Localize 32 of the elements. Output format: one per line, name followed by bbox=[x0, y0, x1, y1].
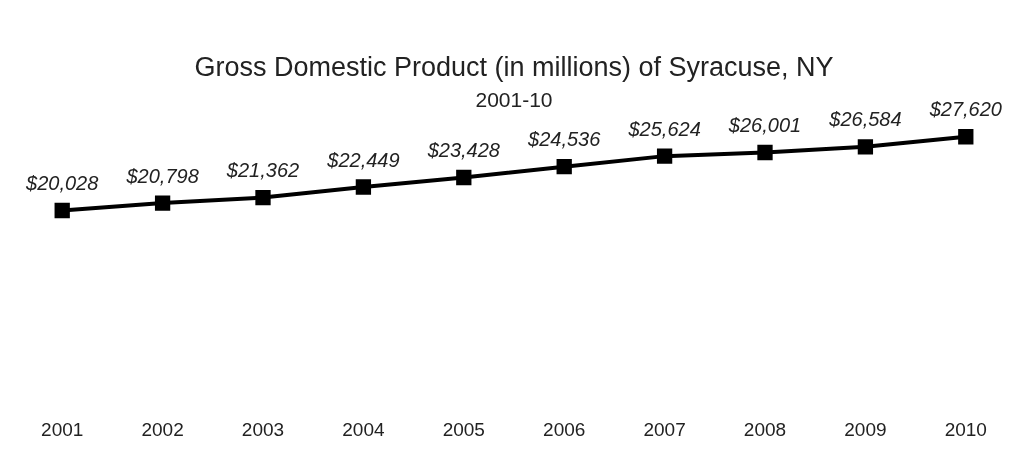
data-label: $22,449 bbox=[326, 148, 400, 171]
data-label: $24,536 bbox=[527, 128, 602, 151]
x-tick-label: 2005 bbox=[442, 418, 485, 440]
x-tick-label: 2009 bbox=[844, 418, 887, 440]
x-tick-label: 2010 bbox=[944, 418, 987, 440]
x-tick-label: 2001 bbox=[41, 418, 84, 440]
x-tick-label: 2006 bbox=[543, 418, 586, 440]
x-tick-label: 2007 bbox=[643, 418, 686, 440]
data-label: $20,028 bbox=[25, 172, 99, 195]
data-label: $20,798 bbox=[125, 164, 199, 187]
point bbox=[154, 195, 171, 211]
point bbox=[255, 189, 271, 206]
x-tick-label: 2008 bbox=[743, 418, 787, 440]
x-tick-label: 2003 bbox=[241, 418, 285, 440]
point bbox=[958, 129, 974, 145]
point bbox=[757, 144, 773, 161]
chart-subtitle: 2001-10 bbox=[475, 87, 553, 111]
point bbox=[355, 179, 372, 195]
data-label: $26,001 bbox=[727, 114, 802, 137]
x-tick-label: 2002 bbox=[141, 418, 184, 440]
data-label: $25,624 bbox=[627, 117, 701, 140]
data-label: $27,620 bbox=[928, 98, 1002, 121]
point bbox=[456, 169, 472, 186]
point bbox=[556, 159, 572, 175]
data-label: $26,584 bbox=[828, 108, 902, 131]
x-tick-label: 2004 bbox=[342, 418, 385, 440]
point bbox=[54, 202, 70, 219]
data-label: $21,362 bbox=[225, 159, 300, 182]
data-label: $23,428 bbox=[426, 139, 500, 162]
point bbox=[857, 139, 874, 155]
chart-title: Gross Domestic Product (in millions) of Syracuse, NY bbox=[194, 51, 834, 82]
point bbox=[656, 148, 673, 164]
